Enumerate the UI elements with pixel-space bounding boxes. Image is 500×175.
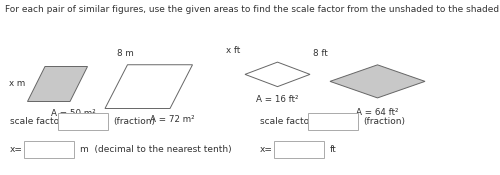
Text: A = 72 m²: A = 72 m²: [150, 116, 195, 124]
Text: (fraction): (fraction): [364, 117, 406, 126]
Text: 8 ft: 8 ft: [313, 49, 328, 58]
Text: For each pair of similar figures, use the given areas to find the scale factor f: For each pair of similar figures, use th…: [5, 5, 500, 14]
Text: x=: x=: [10, 145, 23, 154]
Polygon shape: [330, 65, 425, 98]
FancyBboxPatch shape: [58, 113, 108, 130]
FancyBboxPatch shape: [24, 141, 74, 158]
Text: A = 50 m²: A = 50 m²: [52, 108, 96, 117]
FancyBboxPatch shape: [308, 113, 358, 130]
Text: m  (decimal to the nearest tenth): m (decimal to the nearest tenth): [80, 145, 232, 154]
Polygon shape: [28, 66, 88, 102]
Text: A = 16 ft²: A = 16 ft²: [256, 95, 299, 104]
Text: A = 64 ft²: A = 64 ft²: [356, 108, 399, 117]
Polygon shape: [245, 62, 310, 87]
Text: x=: x=: [260, 145, 273, 154]
Text: x m: x m: [9, 79, 25, 89]
Text: x ft: x ft: [226, 46, 240, 55]
FancyBboxPatch shape: [274, 141, 324, 158]
Text: scale factor:: scale factor:: [260, 117, 316, 126]
Text: 8 m: 8 m: [116, 49, 134, 58]
Text: ft: ft: [330, 145, 337, 154]
Polygon shape: [105, 65, 192, 108]
Text: (fraction): (fraction): [114, 117, 156, 126]
Text: scale factor:: scale factor:: [10, 117, 66, 126]
